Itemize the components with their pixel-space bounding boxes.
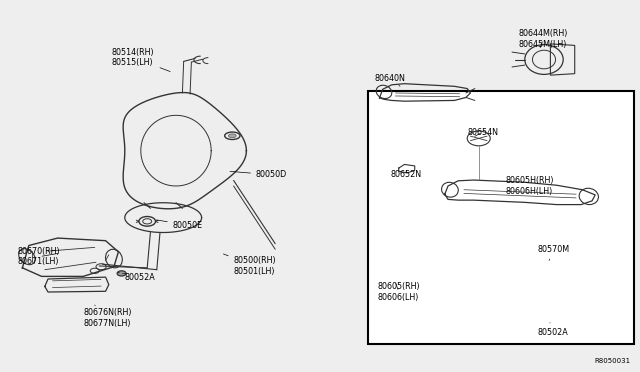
Text: 80570M: 80570M (538, 245, 570, 260)
Ellipse shape (545, 313, 558, 321)
Text: 80676N(RH)
80677N(LH): 80676N(RH) 80677N(LH) (83, 305, 132, 328)
Text: 80654N: 80654N (467, 128, 498, 137)
Text: 80050E: 80050E (156, 220, 203, 230)
Text: 80050D: 80050D (230, 170, 287, 179)
Text: 80605H(RH)
80606H(LH): 80605H(RH) 80606H(LH) (506, 176, 554, 196)
Text: 80640N: 80640N (374, 74, 405, 86)
Ellipse shape (228, 134, 236, 138)
Text: 80652N: 80652N (390, 170, 422, 179)
Text: 80670(RH)
80671(LH): 80670(RH) 80671(LH) (18, 247, 61, 266)
Text: 80500(RH)
80501(LH): 80500(RH) 80501(LH) (223, 254, 276, 276)
Bar (368, 91, 634, 344)
Text: 80502A: 80502A (538, 323, 568, 337)
Text: 80514(RH)
80515(LH): 80514(RH) 80515(LH) (112, 48, 170, 71)
Text: 80605(RH)
80606(LH): 80605(RH) 80606(LH) (378, 282, 420, 302)
Text: 80644M(RH)
80645M(LH): 80644M(RH) 80645M(LH) (518, 29, 568, 49)
Text: R8050031: R8050031 (595, 358, 630, 364)
Text: 80052A: 80052A (118, 272, 156, 282)
Ellipse shape (117, 271, 126, 276)
